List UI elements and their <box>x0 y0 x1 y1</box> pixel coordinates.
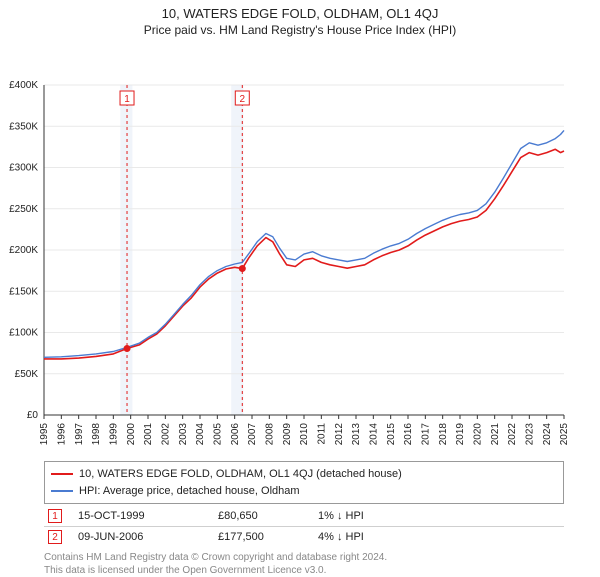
svg-text:2020: 2020 <box>473 423 484 446</box>
svg-text:£400K: £400K <box>9 80 38 91</box>
svg-text:1: 1 <box>124 94 130 105</box>
legend: 10, WATERS EDGE FOLD, OLDHAM, OL1 4QJ (d… <box>44 461 564 504</box>
sale-price: £177,500 <box>218 531 318 543</box>
svg-text:2008: 2008 <box>265 423 276 446</box>
page-title: 10, WATERS EDGE FOLD, OLDHAM, OL1 4QJ <box>0 6 600 21</box>
license-line: Contains HM Land Registry data © Crown c… <box>44 551 564 564</box>
svg-text:2002: 2002 <box>161 423 172 446</box>
legend-item: HPI: Average price, detached house, Oldh… <box>51 483 557 500</box>
svg-text:2007: 2007 <box>247 423 258 446</box>
page-subtitle: Price paid vs. HM Land Registry's House … <box>0 23 600 37</box>
svg-text:2004: 2004 <box>195 423 206 446</box>
sale-diff: 4% ↓ HPI <box>318 531 564 543</box>
svg-text:2005: 2005 <box>213 423 224 446</box>
svg-text:£100K: £100K <box>9 328 38 339</box>
svg-text:2018: 2018 <box>438 423 449 446</box>
sale-badge: 2 <box>48 530 62 544</box>
svg-text:2013: 2013 <box>351 423 362 446</box>
svg-text:2014: 2014 <box>369 423 380 446</box>
svg-text:2: 2 <box>240 94 246 105</box>
sale-date: 09-JUN-2006 <box>78 531 218 543</box>
svg-text:1996: 1996 <box>57 423 68 446</box>
license-text: Contains HM Land Registry data © Crown c… <box>44 551 564 577</box>
svg-text:2003: 2003 <box>178 423 189 446</box>
sale-date: 15-OCT-1999 <box>78 510 218 522</box>
sale-row: 1 15-OCT-1999£80,6501% ↓ HPI <box>44 506 564 527</box>
svg-text:2000: 2000 <box>126 423 137 446</box>
svg-text:£50K: £50K <box>15 369 39 380</box>
svg-text:2012: 2012 <box>334 423 345 446</box>
svg-text:2017: 2017 <box>421 423 432 446</box>
sale-row: 2 09-JUN-2006£177,5004% ↓ HPI <box>44 527 564 547</box>
svg-text:2023: 2023 <box>525 423 536 446</box>
legend-swatch <box>51 473 73 475</box>
chart-area: £0 £50K £100K £150K £200K £250K £300K £350K £400… <box>0 41 600 457</box>
sale-price: £80,650 <box>218 510 318 522</box>
line-chart: £0 £50K £100K £150K £200K £250K £300K £350K £400… <box>0 41 600 457</box>
svg-text:£350K: £350K <box>9 121 38 132</box>
svg-text:2019: 2019 <box>455 423 466 446</box>
svg-text:1995: 1995 <box>39 423 50 446</box>
legend-label: 10, WATERS EDGE FOLD, OLDHAM, OL1 4QJ (d… <box>79 466 402 483</box>
legend-label: HPI: Average price, detached house, Oldh… <box>79 483 300 500</box>
svg-text:£300K: £300K <box>9 163 38 174</box>
license-line: This data is licensed under the Open Gov… <box>44 564 564 577</box>
svg-text:2024: 2024 <box>542 423 553 446</box>
sale-badge: 1 <box>48 509 62 523</box>
svg-text:£0: £0 <box>27 410 39 421</box>
svg-text:£200K: £200K <box>9 245 38 256</box>
svg-text:2011: 2011 <box>317 423 328 445</box>
svg-text:2015: 2015 <box>386 423 397 446</box>
svg-text:2022: 2022 <box>507 423 518 446</box>
svg-text:2001: 2001 <box>143 423 154 446</box>
svg-text:£250K: £250K <box>9 204 38 215</box>
svg-text:2006: 2006 <box>230 423 241 446</box>
legend-item: 10, WATERS EDGE FOLD, OLDHAM, OL1 4QJ (d… <box>51 466 557 483</box>
svg-text:1997: 1997 <box>74 423 85 446</box>
svg-text:2010: 2010 <box>299 423 310 446</box>
sale-diff: 1% ↓ HPI <box>318 510 564 522</box>
svg-text:2016: 2016 <box>403 423 414 446</box>
svg-text:2021: 2021 <box>490 423 501 446</box>
sales-table: 1 15-OCT-1999£80,6501% ↓ HPI 2 09-JUN-2006£… <box>44 506 564 547</box>
svg-text:2025: 2025 <box>559 423 570 446</box>
svg-text:£150K: £150K <box>9 286 38 297</box>
svg-text:1999: 1999 <box>109 423 120 446</box>
svg-text:2009: 2009 <box>282 423 293 446</box>
svg-text:1998: 1998 <box>91 423 102 446</box>
legend-swatch <box>51 490 73 492</box>
